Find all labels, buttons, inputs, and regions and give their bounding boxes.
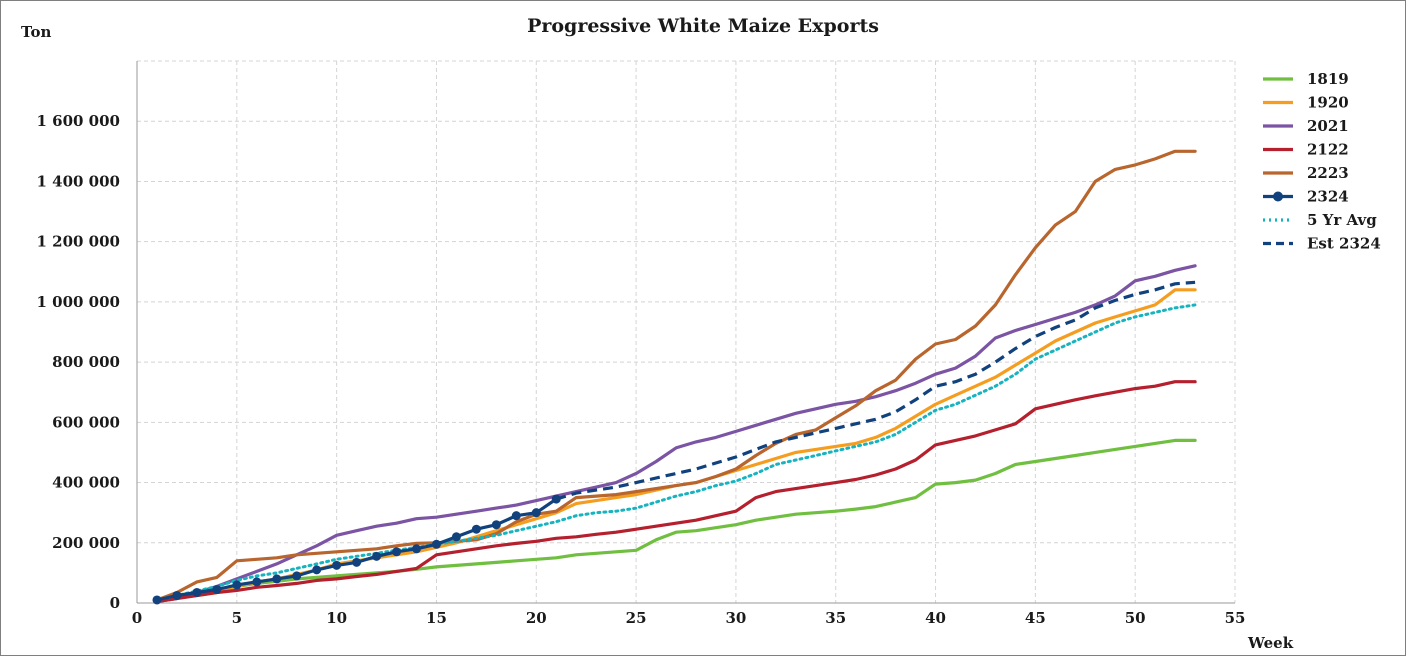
series-group bbox=[152, 149, 1197, 605]
y-tick-label: 800 000 bbox=[52, 353, 120, 371]
series-line-1819 bbox=[155, 438, 1197, 602]
series-point-2324 bbox=[232, 580, 242, 590]
x-tick-label: 35 bbox=[825, 609, 846, 627]
legend-label-2122: 2122 bbox=[1307, 141, 1349, 159]
y-tick-label: 1 000 000 bbox=[36, 293, 120, 311]
series-point-2324 bbox=[372, 551, 382, 561]
series-point-2324 bbox=[411, 544, 421, 554]
legend-label-1819: 1819 bbox=[1307, 70, 1349, 88]
y-tick-label: 600 000 bbox=[52, 413, 120, 431]
legend-label-1920: 1920 bbox=[1307, 94, 1349, 112]
legend-label-est-2324: Est 2324 bbox=[1307, 235, 1381, 253]
x-tick-label: 15 bbox=[426, 609, 447, 627]
y-tick-label: 1 200 000 bbox=[36, 233, 120, 251]
series-point-2324 bbox=[352, 557, 362, 567]
x-tick-label: 10 bbox=[326, 609, 347, 627]
x-tick-label: 25 bbox=[626, 609, 647, 627]
series-point-2324 bbox=[451, 532, 461, 542]
legend-marker-2324 bbox=[1273, 191, 1283, 202]
series-line-2122 bbox=[155, 380, 1197, 604]
legend: 1819 1920 2021 2122 2223 2324 5 Yr Avg Est 2324 bbox=[1263, 70, 1381, 253]
legend-label-2021: 2021 bbox=[1307, 117, 1349, 135]
series-line-2223 bbox=[155, 149, 1197, 602]
x-tick-label: 0 bbox=[132, 609, 142, 627]
series-point-2324 bbox=[491, 520, 501, 530]
series-point-2324 bbox=[192, 587, 202, 597]
legend-label-5-yr-avg: 5 Yr Avg bbox=[1307, 211, 1377, 229]
x-tick-label: 5 bbox=[232, 609, 242, 627]
axes: 0 5 10 15 20 25 30 35 40 45 50 55 0 200 000 400 000 600… bbox=[36, 61, 1245, 627]
series-point-2324 bbox=[212, 584, 222, 594]
y-tick-label: 1 600 000 bbox=[36, 112, 120, 130]
series-point-2324 bbox=[332, 560, 342, 570]
series-point-2324 bbox=[511, 511, 521, 521]
chart-title: Progressive White Maize Exports bbox=[527, 15, 879, 37]
x-tick-label: 40 bbox=[925, 609, 946, 627]
y-tick-label: 400 000 bbox=[52, 474, 120, 492]
x-tick-label: 55 bbox=[1225, 609, 1246, 627]
x-tick-label: 30 bbox=[725, 609, 746, 627]
series-line-est-2324 bbox=[555, 280, 1196, 501]
x-tick-label: 20 bbox=[526, 609, 547, 627]
series-point-2324 bbox=[152, 595, 162, 605]
series-point-2324 bbox=[172, 590, 182, 600]
series-point-2324 bbox=[431, 539, 441, 549]
series-point-2324 bbox=[551, 494, 561, 504]
series-point-2324 bbox=[292, 571, 302, 581]
series-point-2324 bbox=[312, 565, 322, 575]
series-line-5-yr-avg bbox=[155, 303, 1197, 602]
y-tick-label: 200 000 bbox=[52, 534, 120, 552]
x-tick-label: 50 bbox=[1125, 609, 1146, 627]
y-axis-label: Ton bbox=[21, 23, 51, 41]
series-point-2324 bbox=[252, 577, 262, 587]
series-point-2324 bbox=[272, 574, 282, 584]
legend-label-2223: 2223 bbox=[1307, 164, 1349, 182]
x-tick-label: 45 bbox=[1025, 609, 1046, 627]
series-point-2324 bbox=[531, 508, 541, 518]
series-point-2324 bbox=[392, 547, 402, 557]
series-point-2324 bbox=[471, 524, 481, 534]
y-tick-label: 1 400 000 bbox=[36, 172, 120, 190]
series-line-2021 bbox=[155, 264, 1197, 604]
y-tick-label: 0 bbox=[110, 594, 120, 612]
x-axis-label: Week bbox=[1247, 634, 1294, 652]
legend-label-2324: 2324 bbox=[1307, 188, 1349, 206]
